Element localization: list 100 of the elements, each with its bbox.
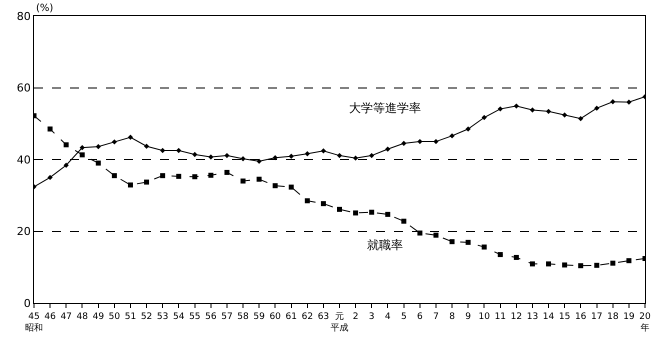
point <box>272 155 278 160</box>
x-tick-label: 56 <box>205 312 217 322</box>
point <box>320 148 326 154</box>
point <box>385 212 390 217</box>
point <box>530 107 536 113</box>
point <box>80 152 85 158</box>
point <box>304 151 310 156</box>
point <box>336 152 342 158</box>
point <box>530 261 535 266</box>
point <box>272 183 278 188</box>
point <box>352 155 358 161</box>
x-tick-label: 46 <box>44 312 56 322</box>
point <box>417 230 422 236</box>
series-label: 就職率 <box>367 238 403 252</box>
x-tick-label: 5 <box>400 312 407 322</box>
point <box>498 106 503 112</box>
point <box>128 134 134 140</box>
point <box>192 174 198 180</box>
point <box>562 262 568 268</box>
x-tick-label: 53 <box>156 312 168 322</box>
x-tick-label: 60 <box>269 312 282 322</box>
point <box>514 254 519 260</box>
x-tick-label: 49 <box>92 312 104 322</box>
x-tick-label: 62 <box>302 312 314 322</box>
point <box>546 261 552 266</box>
x-tick-label: 54 <box>172 312 185 322</box>
x-tick-label: 16 <box>574 312 587 322</box>
point <box>466 240 471 245</box>
point <box>192 152 198 158</box>
point <box>64 162 69 168</box>
point <box>96 144 101 150</box>
x-tick-label: 9 <box>465 312 472 322</box>
x-tick-label: 2 <box>352 312 358 322</box>
point <box>320 201 326 206</box>
point <box>385 146 390 152</box>
x-tick-label: 6 <box>417 312 424 322</box>
point <box>594 262 600 268</box>
point <box>144 144 150 149</box>
point <box>562 112 568 118</box>
x-tick-label: 19 <box>623 312 635 322</box>
point <box>256 158 262 164</box>
point <box>417 138 422 144</box>
point <box>337 206 342 212</box>
x-tick-label: 14 <box>542 312 555 322</box>
point <box>96 160 101 166</box>
point <box>594 106 600 111</box>
x-tick-label: 17 <box>591 312 602 322</box>
point <box>433 138 439 144</box>
point <box>48 126 53 132</box>
x-tick-label: 11 <box>494 312 506 322</box>
y-axis-title: (%) <box>36 3 54 14</box>
point <box>176 174 182 179</box>
x-tick-label: 12 <box>510 312 522 322</box>
x-tick-label: 47 <box>60 312 72 322</box>
point <box>626 100 632 105</box>
x-tick-label: 61 <box>286 312 297 322</box>
y-tick-label: 80 <box>16 10 31 23</box>
point <box>288 154 294 159</box>
x-tick-label: 13 <box>526 312 538 322</box>
point <box>369 152 374 158</box>
point <box>208 172 214 178</box>
y-tick-label: 0 <box>24 296 31 310</box>
point <box>449 133 455 138</box>
point <box>578 263 584 268</box>
point <box>160 148 166 154</box>
x-tick-label: 10 <box>478 312 490 322</box>
x-tick-label: 51 <box>124 312 136 322</box>
point <box>353 210 358 216</box>
point <box>369 210 374 215</box>
point <box>256 176 262 182</box>
x-tick-label: 4 <box>384 312 391 322</box>
point <box>401 218 406 224</box>
point <box>288 184 294 190</box>
point <box>80 145 85 150</box>
x-tick-label: 3 <box>368 312 375 322</box>
point <box>64 142 69 148</box>
point <box>498 252 503 258</box>
x-tick-label: 8 <box>449 312 456 322</box>
x-tick-label: 57 <box>221 312 233 322</box>
series-label: 大学等進学率 <box>349 101 421 115</box>
point <box>224 152 230 158</box>
point <box>144 180 150 185</box>
point <box>578 116 584 122</box>
point <box>208 154 214 160</box>
point <box>401 140 406 146</box>
point <box>112 173 117 178</box>
point <box>433 232 438 238</box>
y-tick-label: 20 <box>16 225 31 238</box>
x-tick-label: 48 <box>76 312 88 322</box>
x-tick-label: 7 <box>433 312 439 322</box>
point <box>240 156 246 162</box>
y-tick-label: 60 <box>16 82 31 95</box>
point <box>240 178 246 184</box>
point <box>304 198 310 204</box>
point <box>482 244 487 250</box>
point <box>112 139 117 145</box>
point <box>610 99 616 104</box>
point <box>176 148 182 154</box>
x-tick-label: 18 <box>607 312 619 322</box>
point <box>224 170 230 175</box>
